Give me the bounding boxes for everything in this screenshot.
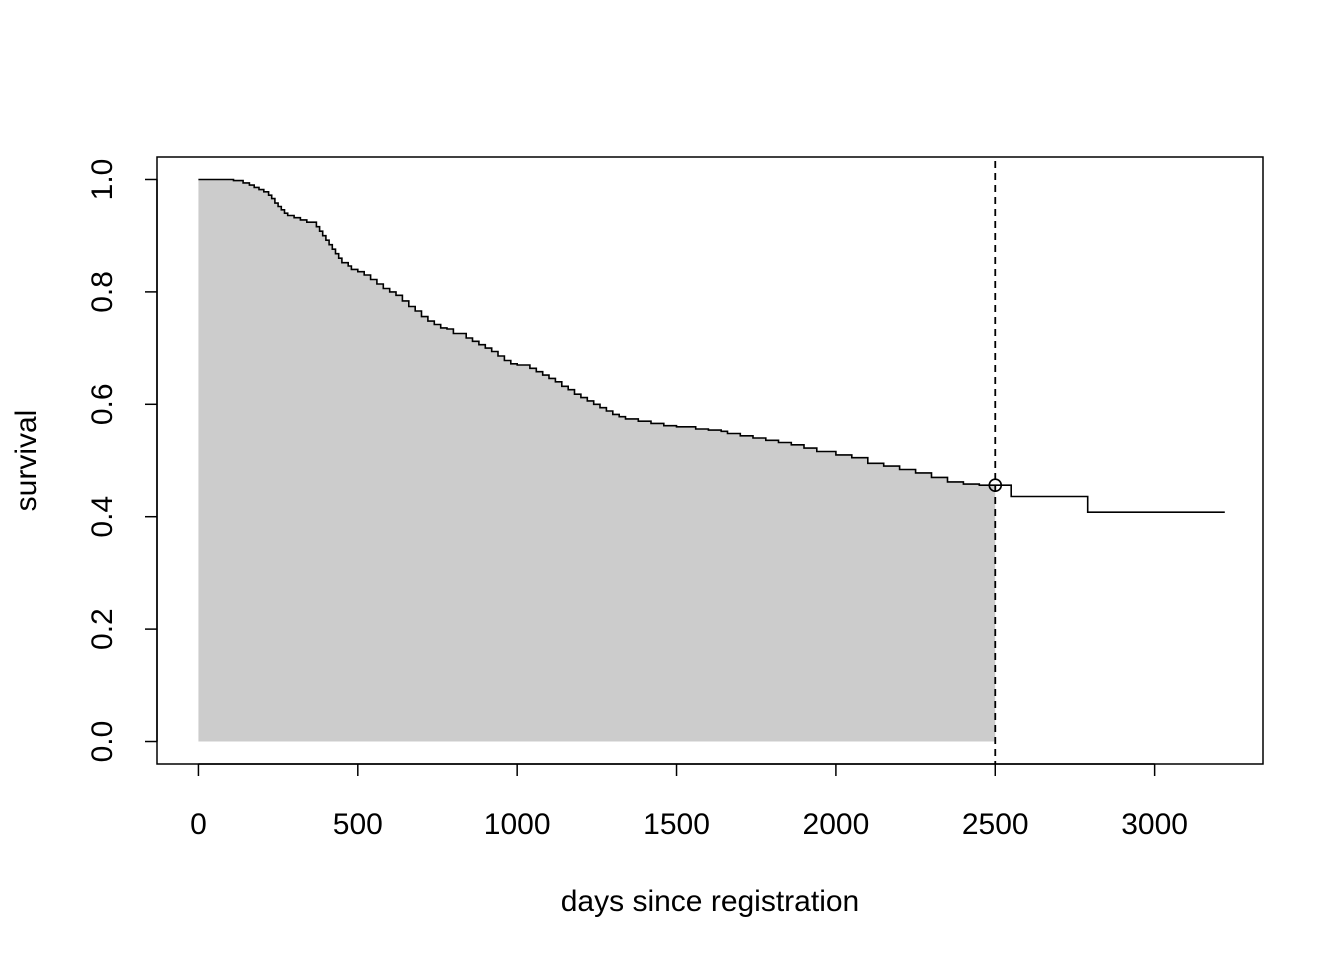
x-tick-label: 2500 [962, 808, 1029, 841]
shaded-area-layer [198, 179, 996, 742]
y-tick-label: 0.4 [86, 496, 119, 538]
x-tick-label: 1000 [484, 808, 551, 841]
x-tick-label: 3000 [1121, 808, 1188, 841]
y-tick-label: 0.2 [86, 608, 119, 650]
y-tick-label: 0.8 [86, 271, 119, 313]
shaded-area [198, 179, 996, 742]
x-axis-label: days since registration [561, 885, 859, 918]
y-tick-label: 0.0 [86, 721, 119, 763]
y-axis-label: survival [10, 410, 43, 512]
survival-curve-layer [198, 178, 1225, 513]
x-tick-label: 500 [333, 808, 383, 841]
x-axis: 0 500 1000 1500 2000 2500 3000 [190, 763, 1188, 841]
x-tick-label: 0 [190, 808, 207, 841]
y-axis: 0.0 0.2 0.4 0.6 0.8 1.0 [86, 159, 158, 763]
survival-curve [198, 178, 1225, 513]
reference-line-layer [988, 161, 1003, 764]
y-tick-label: 0.6 [86, 383, 119, 425]
x-tick-label: 1500 [643, 808, 710, 841]
y-tick-label: 1.0 [86, 159, 119, 201]
x-tick-label: 2000 [803, 808, 870, 841]
marker-point [988, 478, 1003, 493]
